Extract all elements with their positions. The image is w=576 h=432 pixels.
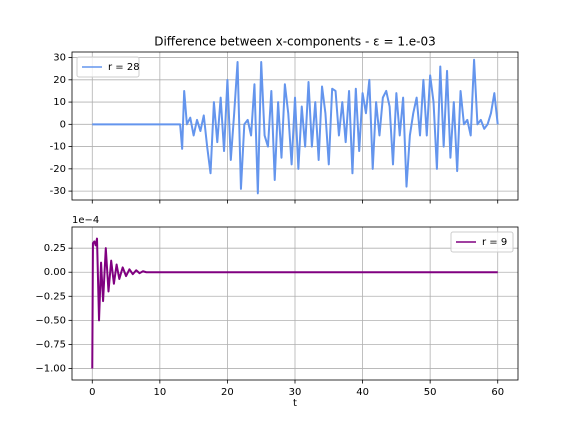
y-tick-label: 0 — [60, 119, 66, 130]
y-tick-label: −0.50 — [35, 315, 66, 326]
x-axis-label: t — [293, 398, 297, 409]
y-tick-label: 0.25 — [44, 243, 66, 254]
y-tick-label: −0.25 — [35, 291, 66, 302]
x-tick-label: 40 — [356, 387, 369, 398]
y-tick-label: −1.00 — [35, 363, 66, 374]
offset-label: 1e−4 — [72, 215, 99, 226]
legend-box — [450, 231, 514, 253]
y-tick-label: −0.75 — [35, 339, 66, 350]
x-tick-label: 20 — [221, 387, 234, 398]
y-tick-label: -10 — [50, 142, 66, 153]
y-tick-label: 30 — [53, 53, 66, 64]
x-tick-label: 50 — [424, 387, 437, 398]
legend-label: r = 9 — [482, 237, 507, 248]
legend-label: r = 28 — [108, 62, 140, 73]
x-tick-label: 30 — [289, 387, 302, 398]
x-tick-label: 0 — [89, 387, 95, 398]
x-tick-label: 10 — [153, 387, 166, 398]
y-tick-label: 20 — [53, 75, 66, 86]
y-tick-label: 10 — [53, 97, 66, 108]
axes-frame — [71, 226, 519, 381]
x-tick-label: 60 — [491, 387, 504, 398]
chart-title: Difference between x-components - ε = 1.… — [154, 35, 436, 49]
legend-box — [76, 56, 140, 78]
y-tick-label: -30 — [50, 186, 66, 197]
data-line — [92, 58, 499, 195]
y-tick-label: -20 — [50, 164, 66, 175]
axes-frame — [71, 51, 519, 201]
y-tick-label: 0.00 — [44, 267, 66, 278]
data-line — [91, 237, 498, 369]
